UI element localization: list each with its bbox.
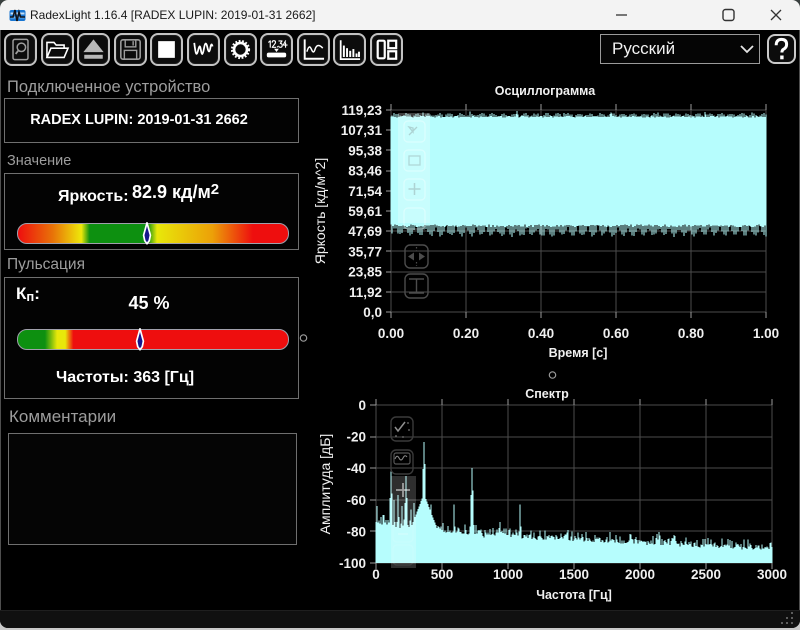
- svg-text:1500: 1500: [559, 567, 589, 582]
- svg-text:Время [с]: Время [с]: [549, 346, 608, 360]
- svg-text:0.60: 0.60: [603, 326, 629, 341]
- svg-text:83,46: 83,46: [348, 164, 382, 179]
- svg-text:47,69: 47,69: [348, 224, 382, 239]
- svg-text:0.40: 0.40: [528, 326, 554, 341]
- svg-text:119,23: 119,23: [341, 103, 382, 118]
- svg-text:-40: -40: [346, 461, 366, 476]
- svg-text:11,92: 11,92: [349, 285, 382, 300]
- svg-text:-20: -20: [346, 430, 366, 445]
- svg-text:0: 0: [358, 398, 366, 413]
- svg-text:Осциллограмма: Осциллограмма: [495, 84, 597, 98]
- svg-text:500: 500: [431, 567, 454, 582]
- svg-text:Амплитуда [дБ]: Амплитуда [дБ]: [317, 434, 333, 535]
- svg-text:3000: 3000: [757, 567, 787, 582]
- svg-text:0.00: 0.00: [378, 326, 404, 341]
- svg-text:71,54: 71,54: [348, 184, 382, 199]
- svg-text:-60: -60: [346, 493, 366, 508]
- svg-text:107,31: 107,31: [341, 123, 383, 138]
- svg-text:1.00: 1.00: [753, 326, 779, 341]
- svg-text:95,38: 95,38: [348, 143, 382, 158]
- svg-text:2500: 2500: [691, 567, 721, 582]
- svg-text:35,77: 35,77: [348, 244, 382, 259]
- svg-text:-80: -80: [346, 524, 366, 539]
- svg-text:-100: -100: [339, 556, 366, 571]
- svg-text:2000: 2000: [625, 567, 655, 582]
- svg-text:1000: 1000: [493, 567, 523, 582]
- svg-text:0.80: 0.80: [678, 326, 704, 341]
- svg-text:0.20: 0.20: [453, 326, 479, 341]
- svg-text:0: 0: [372, 567, 380, 582]
- svg-text:Спектр: Спектр: [525, 387, 569, 401]
- svg-text:Частота [Гц]: Частота [Гц]: [536, 588, 612, 602]
- svg-text:23,85: 23,85: [348, 265, 382, 280]
- svg-text:Яркость [кд/м^2]: Яркость [кд/м^2]: [312, 158, 328, 265]
- svg-text:0,0: 0,0: [363, 305, 382, 320]
- svg-text:59,61: 59,61: [348, 204, 382, 219]
